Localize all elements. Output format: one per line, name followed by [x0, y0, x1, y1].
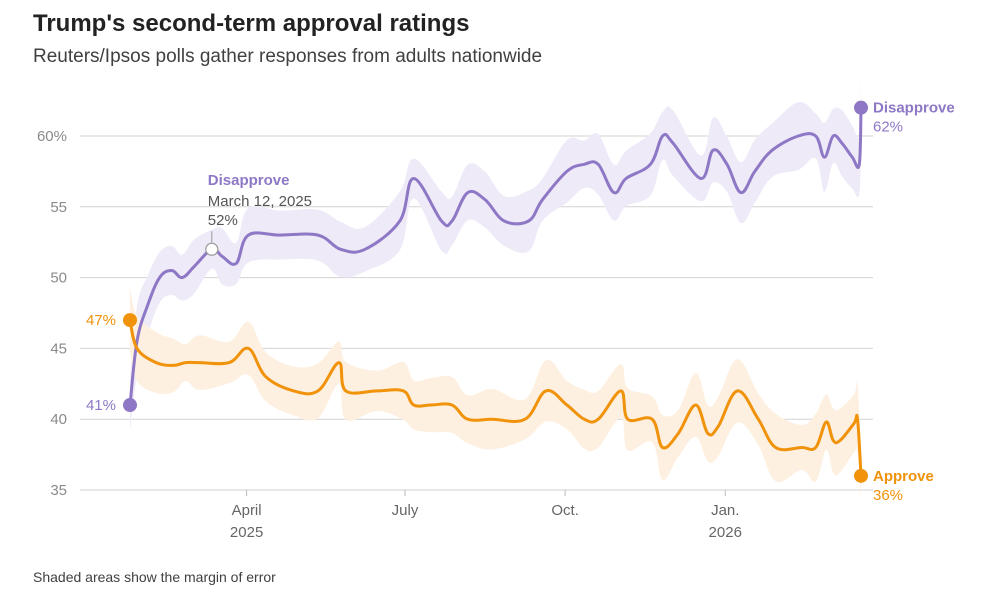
end-marker-approve — [854, 468, 868, 483]
annotation-value-label: 52% — [208, 212, 238, 229]
y-tick-label: 40 — [50, 411, 67, 428]
direct-labels: 41% Disapprove 62% Disapprove March 12, 2025… — [86, 100, 955, 504]
end-series-label: Approve — [873, 468, 934, 485]
y-tick-label: 60% — [37, 128, 67, 145]
error-band-disapprove — [130, 73, 861, 431]
x-axis-ticks: April 2025 July Oct. Jan. 2026 — [230, 490, 742, 541]
y-axis-ticks: 60% 55 50 45 40 35 — [37, 128, 67, 499]
x-tick-label: July — [392, 502, 419, 519]
x-tick-label: Oct. — [551, 502, 579, 519]
start-value-label: 47% — [86, 312, 116, 329]
x-tick-label: Jan. — [711, 502, 739, 519]
start-marker-disapprove — [123, 398, 137, 413]
annotation-marker — [205, 242, 219, 256]
chart-title: Trump's second-term approval ratings — [33, 10, 470, 37]
end-marker-disapprove — [854, 100, 868, 115]
y-tick-label: 55 — [50, 199, 67, 216]
end-value-label: 36% — [873, 487, 903, 504]
y-tick-label: 45 — [50, 340, 67, 357]
end-series-label: Disapprove — [873, 100, 955, 117]
start-value-label: 41% — [86, 397, 116, 414]
annotation-date-label: March 12, 2025 — [208, 193, 312, 210]
footnote: Shaded areas show the margin of error — [33, 569, 276, 585]
y-tick-label: 50 — [50, 270, 67, 287]
x-tick-year-label: 2026 — [709, 524, 742, 541]
series-line-approve — [128, 318, 863, 478]
x-tick-year-label: 2025 — [230, 524, 263, 541]
annotation-series-label: Disapprove — [208, 172, 290, 189]
end-value-label: 62% — [873, 119, 903, 136]
error-bands — [130, 73, 861, 501]
x-tick-label: April — [232, 502, 262, 519]
series-markers — [123, 100, 868, 483]
error-band-approve — [130, 287, 861, 501]
y-tick-label: 35 — [50, 482, 67, 499]
chart-subtitle: Reuters/Ipsos polls gather responses fro… — [33, 46, 543, 67]
start-marker-approve — [123, 313, 137, 328]
